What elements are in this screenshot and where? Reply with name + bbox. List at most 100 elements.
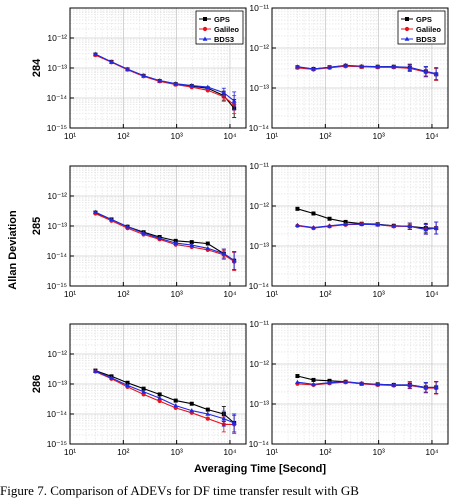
point-bds3 — [311, 66, 316, 71]
y-tick-label: 10⁻¹⁴ — [249, 123, 270, 133]
point-bds3 — [423, 68, 429, 74]
point-bds3 — [407, 382, 413, 387]
y-tick-label: 10⁻¹¹ — [249, 3, 269, 13]
point-bds3 — [125, 66, 130, 71]
x-tick-label: 10² — [319, 131, 331, 141]
y-tick-label: 10⁻¹² — [47, 191, 67, 201]
point-gps — [205, 241, 210, 246]
series-line-bds3 — [95, 370, 235, 424]
y-tick-label: 10⁻¹³ — [47, 221, 67, 231]
point-bds3 — [221, 251, 227, 256]
y-tick-label: 10⁻¹² — [249, 201, 269, 211]
y-tick-label: 10⁻¹⁴ — [249, 281, 270, 291]
point-gps — [311, 211, 316, 216]
point-bds3 — [173, 403, 179, 408]
y-tick-label: 10⁻¹¹ — [249, 161, 269, 171]
row-label: 285 — [31, 217, 43, 235]
point-gps — [189, 401, 194, 406]
legend-label: GPS — [416, 15, 432, 24]
legend-label: GPS — [214, 15, 230, 24]
chart-panel-1: 10¹ 10² 10³ 10⁴ 10⁻¹⁴ 10⁻¹³ 10⁻¹² 10⁻¹¹ GPSGalil… — [249, 3, 449, 141]
x-tick-label: 10² — [117, 447, 129, 457]
x-tick-label: 10² — [117, 131, 129, 141]
point-bds3 — [359, 221, 365, 227]
x-tick-label: 10¹ — [266, 289, 278, 299]
x-tick-label: 10⁴ — [425, 289, 438, 299]
x-tick-label: 10⁴ — [223, 447, 236, 457]
x-tick-label: 10¹ — [266, 447, 278, 457]
point-bds3 — [295, 64, 300, 69]
x-tick-label: 10¹ — [266, 131, 278, 141]
x-tick-label: 10² — [319, 289, 331, 299]
point-bds3 — [93, 209, 98, 214]
point-bds3 — [433, 384, 439, 390]
point-gps — [125, 380, 130, 385]
chart-panel-5: 10¹ 10² 10³ 10⁴ 10⁻¹⁴ 10⁻¹³ 10⁻¹² 10⁻¹¹ — [249, 319, 449, 457]
point-bds3 — [141, 73, 146, 78]
point-bds3 — [141, 389, 146, 394]
series-line-galileo — [297, 65, 437, 75]
point-bds3 — [157, 395, 163, 400]
point-bds3 — [391, 382, 397, 387]
point-bds3 — [343, 379, 348, 384]
point-gps — [327, 216, 332, 221]
series-line-galileo — [95, 213, 235, 263]
point-bds3 — [221, 90, 227, 95]
point-bds3 — [295, 379, 300, 385]
plot-frame — [271, 7, 449, 129]
allan-deviation-figure: Allan Deviation Averaging Time [Second] … — [7, 3, 449, 475]
x-tick-label: 10² — [117, 289, 129, 299]
point-bds3 — [189, 242, 195, 247]
point-bds3 — [295, 222, 300, 228]
x-tick-label: 10³ — [170, 131, 182, 141]
x-tick-label: 10³ — [170, 289, 182, 299]
y-tick-label: 10⁻¹⁵ — [47, 123, 67, 133]
point-bds3 — [375, 381, 381, 387]
x-tick-label: 10¹ — [64, 131, 76, 141]
point-galileo — [205, 88, 210, 93]
x-tick-label: 10¹ — [64, 447, 76, 457]
point-bds3 — [375, 222, 381, 227]
point-galileo — [157, 398, 162, 404]
point-bds3 — [433, 225, 439, 230]
point-bds3 — [109, 216, 114, 222]
series-line-bds3 — [297, 64, 437, 75]
point-bds3 — [125, 382, 130, 388]
legend-marker — [202, 26, 208, 32]
point-bds3 — [231, 258, 237, 263]
y-tick-label: 10⁻¹³ — [47, 379, 67, 389]
point-bds3 — [391, 64, 397, 69]
x-tick-label: 10¹ — [64, 289, 76, 299]
point-bds3 — [125, 224, 130, 229]
point-bds3 — [157, 78, 163, 83]
point-bds3 — [375, 64, 381, 69]
y-tick-label: 10⁻¹² — [47, 349, 67, 359]
y-tick-label: 10⁻¹⁴ — [249, 439, 270, 449]
point-bds3 — [205, 245, 211, 251]
x-tick-label: 10³ — [372, 131, 384, 141]
chart-panels: 10¹ 10² 10³ 10⁴10⁻¹⁵10⁻¹⁴10⁻¹³10⁻¹²284GPSGa… — [31, 3, 449, 457]
point-bds3 — [311, 381, 316, 387]
point-galileo — [205, 416, 210, 421]
y-tick-label: 10⁻¹³ — [249, 241, 269, 251]
row-label: 286 — [31, 375, 43, 393]
legend-marker — [202, 36, 208, 41]
y-tick-label: 10⁻¹³ — [47, 63, 67, 73]
legend-marker — [405, 17, 409, 21]
figure-xlabel: Averaging Time [Second] — [194, 463, 326, 475]
point-bds3 — [205, 411, 211, 416]
point-bds3 — [423, 226, 429, 232]
figure-ylabel: Allan Deviation — [7, 210, 19, 290]
series-line-gps — [95, 370, 235, 424]
point-bds3 — [407, 223, 413, 229]
point-bds3 — [205, 84, 211, 89]
point-bds3 — [359, 380, 365, 386]
legend-marker — [404, 36, 410, 41]
chart-panel-3: 10¹ 10² 10³ 10⁴ 10⁻¹⁴ 10⁻¹³ 10⁻¹² 10⁻¹¹ — [249, 161, 449, 299]
point-bds3 — [433, 71, 439, 76]
x-tick-label: 10² — [319, 447, 331, 457]
point-bds3 — [327, 64, 332, 70]
x-tick-label: 10⁴ — [425, 447, 438, 457]
